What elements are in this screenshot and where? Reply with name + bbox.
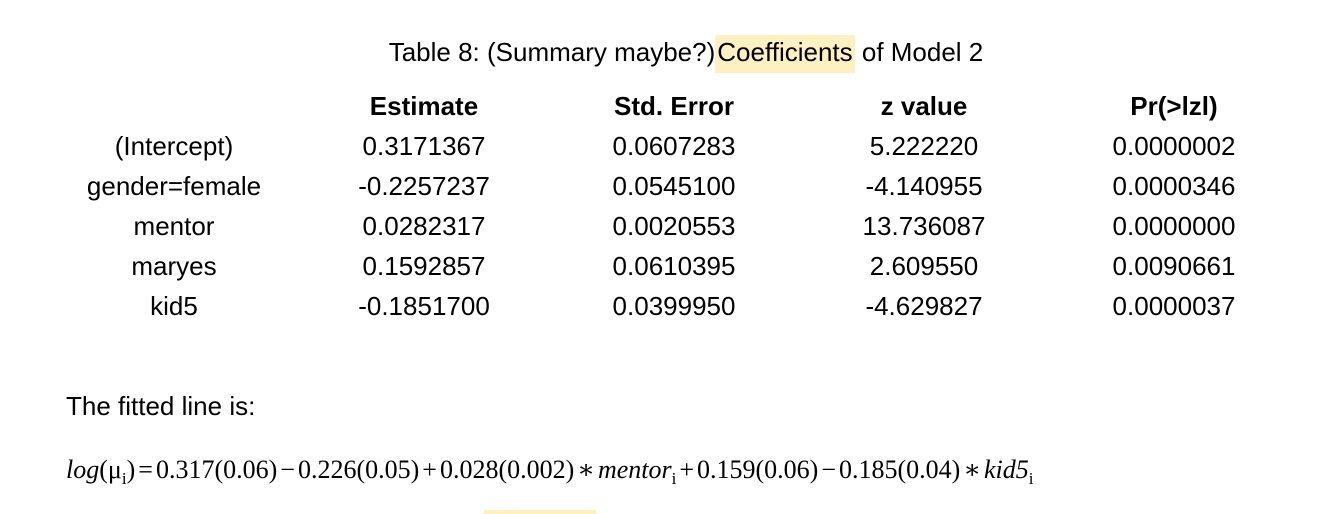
z-value-cell: 2.609550 — [869, 251, 979, 281]
table-row: mentor 0.0282317 0.0020553 13.736087 0.0… — [0, 206, 1320, 246]
plus-sign: + — [679, 455, 695, 484]
plus-sign: + — [422, 455, 437, 484]
mentor-coefficient: 0.028(0.002) — [439, 455, 575, 484]
close-paren: ) — [126, 455, 136, 484]
z-value-cell: 5.222220 — [869, 131, 979, 161]
z-value-cell: -4.629827 — [865, 291, 983, 321]
estimate-cell: 0.0282317 — [362, 211, 486, 241]
estimate-cell: 0.1592857 — [362, 251, 486, 281]
mentor-variable: mentor — [597, 455, 672, 484]
p-value-cell: 0.0090661 — [1112, 251, 1236, 281]
row-term: maryes — [131, 251, 217, 281]
caption-highlighted-word: Coefficients — [715, 35, 855, 73]
estimate-cell: 0.3171367 — [362, 131, 486, 161]
minus-sign: − — [821, 455, 837, 484]
table-row: gender=female -0.2257237 0.0545100 -4.14… — [0, 166, 1320, 206]
std-error-cell: 0.0610395 — [612, 251, 736, 281]
log-function: log — [66, 455, 100, 484]
p-value-cell: 0.0000002 — [1112, 131, 1236, 161]
subscript-i: i — [121, 469, 127, 488]
table-row: kid5 -0.1851700 0.0399950 -4.629827 0.00… — [0, 286, 1320, 326]
z-value-cell: -4.140955 — [865, 171, 983, 201]
std-error-cell: 0.0545100 — [612, 171, 736, 201]
table-row: maryes 0.1592857 0.0610395 2.609550 0.00… — [0, 246, 1320, 286]
column-header-p-value: Pr(>lzl) — [1130, 91, 1218, 121]
kid5-variable: kid5 — [984, 455, 1029, 484]
subscript-i: i — [671, 469, 677, 488]
row-term: gender=female — [86, 171, 262, 201]
z-value-cell: 13.736087 — [862, 211, 986, 241]
intercept-term: 0.317(0.06) — [155, 455, 278, 484]
open-paren: ( — [99, 455, 108, 484]
estimate-cell: -0.1851700 — [358, 291, 490, 321]
kid5-coefficient: 0.185(0.04) — [839, 455, 961, 484]
column-header-estimate: Estimate — [369, 91, 479, 121]
coefficients-table: Estimate Std. Error z value Pr(>lzl) (In… — [0, 86, 1320, 326]
subscript-i: i — [1028, 469, 1034, 488]
multiply-sign: ∗ — [963, 455, 982, 484]
p-value-cell: 0.0000000 — [1112, 211, 1236, 241]
fitted-line-equation: log(μi) = 0.317(0.06) −0.226(0.05) +0.028(0.… — [66, 450, 1034, 490]
caption-suffix: of Model 2 — [854, 37, 984, 67]
fitted-line-label: The fitted line is: — [66, 391, 256, 421]
column-header-z-value: z value — [880, 91, 968, 121]
row-term: mentor — [133, 211, 215, 241]
std-error-cell: 0.0399950 — [612, 291, 736, 321]
gender-term: 0.226(0.05) — [297, 455, 420, 484]
equals-sign: = — [138, 455, 153, 484]
maryes-term: 0.159(0.06) — [697, 455, 819, 484]
column-header-std-error: Std. Error — [614, 91, 734, 121]
row-term: (Intercept) — [114, 131, 234, 161]
p-value-cell: 0.0000037 — [1112, 291, 1236, 321]
table-row: (Intercept) 0.3171367 0.0607283 5.222220… — [0, 126, 1320, 166]
p-value-cell: 0.0000346 — [1112, 171, 1236, 201]
mu-symbol: μ — [107, 455, 122, 484]
row-term: kid5 — [150, 291, 198, 321]
table-caption: Table 8: (Summary maybe?)Coefficients of… — [0, 34, 1320, 73]
caption-prefix: Table 8: (Summary maybe?) — [388, 37, 716, 67]
table-header-row: Estimate Std. Error z value Pr(>lzl) — [0, 86, 1320, 126]
minus-sign: − — [280, 455, 295, 484]
std-error-cell: 0.0607283 — [612, 131, 736, 161]
highlight-fragment — [484, 510, 596, 514]
estimate-cell: -0.2257237 — [358, 171, 490, 201]
std-error-cell: 0.0020553 — [612, 211, 736, 241]
multiply-sign: ∗ — [577, 455, 595, 484]
